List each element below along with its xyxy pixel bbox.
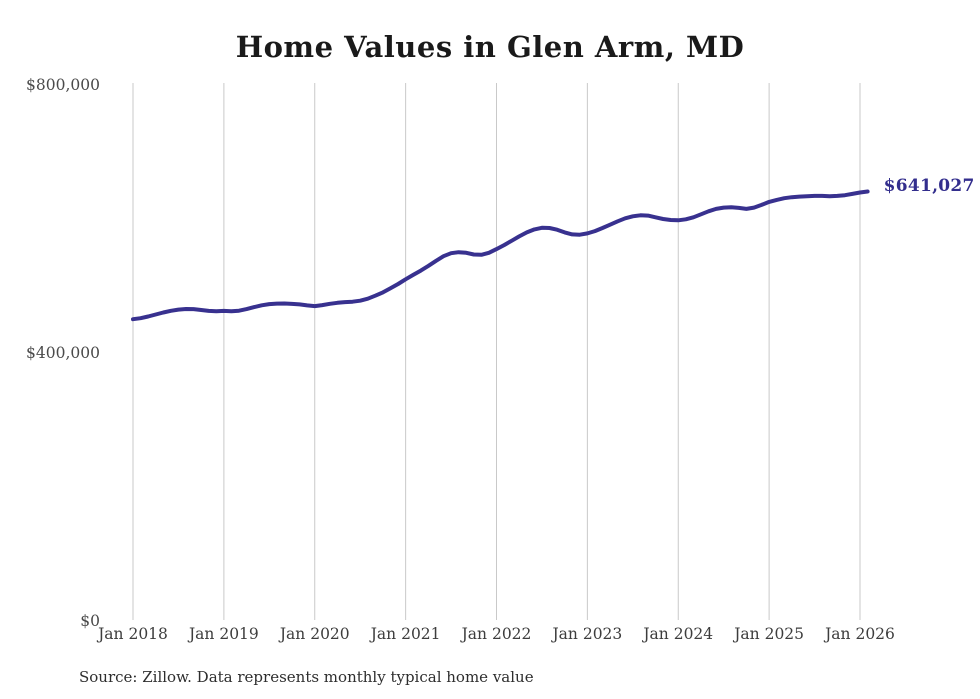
x-axis-label: Jan 2022 bbox=[461, 625, 532, 643]
x-axis-label: Jan 2018 bbox=[98, 625, 168, 643]
current-value-label: $641,027 bbox=[883, 175, 975, 196]
chart-title: Home Values in Glen Arm, MD bbox=[235, 30, 745, 64]
y-axis-label-400k: $400,000 bbox=[26, 344, 100, 362]
x-axis-label: Jan 2023 bbox=[552, 625, 623, 643]
x-axis-label: Jan 2021 bbox=[370, 625, 441, 643]
gridlines bbox=[132, 83, 861, 620]
x-axis-label: Jan 2025 bbox=[734, 625, 805, 643]
y-axis-label-0: $0 bbox=[80, 612, 100, 630]
source-note: Source: Zillow. Data represents monthly … bbox=[79, 668, 534, 686]
y-axis-label-800k: $800,000 bbox=[26, 76, 100, 94]
home-value-line bbox=[131, 189, 870, 322]
x-axis-label: Jan 2024 bbox=[643, 625, 714, 643]
x-axis-label: Jan 2026 bbox=[825, 625, 895, 643]
x-axis-label: Jan 2020 bbox=[279, 625, 350, 643]
x-axis-label: Jan 2019 bbox=[188, 625, 259, 643]
